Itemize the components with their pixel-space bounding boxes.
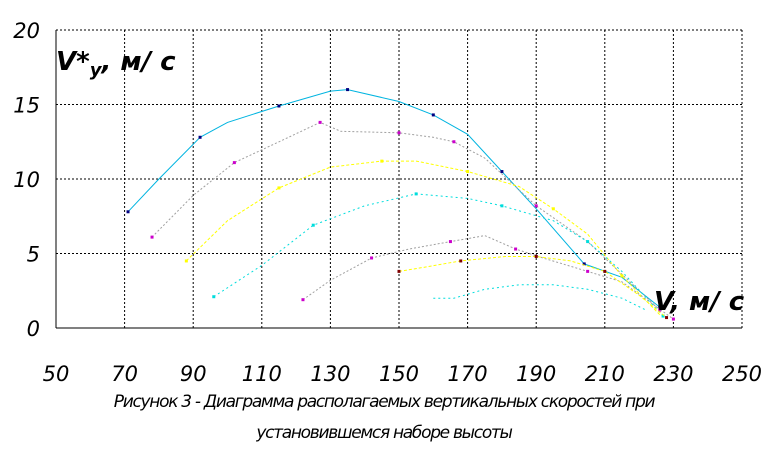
y-tick-label: 20 xyxy=(13,19,40,43)
data-point xyxy=(620,274,624,278)
data-point xyxy=(277,186,281,190)
x-tick-label: 170 xyxy=(448,362,488,386)
series-line xyxy=(151,121,661,311)
data-point xyxy=(184,259,188,263)
data-point xyxy=(500,170,504,174)
series-layer xyxy=(126,88,675,321)
series-6 xyxy=(397,254,669,320)
data-point xyxy=(126,210,130,214)
series-5 xyxy=(301,235,675,321)
data-point xyxy=(586,269,590,273)
data-point xyxy=(661,314,665,318)
data-point xyxy=(452,140,456,144)
y-axis-label-unit: , м/ с xyxy=(100,47,176,77)
data-point xyxy=(397,131,401,135)
x-tick-label: 190 xyxy=(516,362,556,386)
x-tick-label: 110 xyxy=(242,362,282,386)
data-point xyxy=(277,104,281,108)
x-tick-label: 50 xyxy=(43,362,70,386)
y-tick-label: 0 xyxy=(27,317,40,341)
data-point xyxy=(671,317,675,321)
series-1 xyxy=(126,88,662,309)
data-point xyxy=(658,305,662,309)
y-axis-label-main: V* xyxy=(56,47,90,77)
data-point xyxy=(459,259,463,263)
data-point xyxy=(658,308,662,312)
series-2 xyxy=(150,120,662,312)
data-point xyxy=(466,170,470,174)
series-7 xyxy=(433,284,647,311)
x-tick-label: 230 xyxy=(653,362,693,386)
caption-line-1: Рисунок 3 - Диаграмма располагаемых верт… xyxy=(113,392,656,412)
x-tick-label: 130 xyxy=(310,362,350,386)
series-3 xyxy=(184,159,661,315)
y-tick-label: 5 xyxy=(27,243,40,267)
data-point xyxy=(582,262,586,266)
data-point xyxy=(534,204,538,208)
x-tick-label: 70 xyxy=(111,362,138,386)
x-tick-label: 90 xyxy=(180,362,207,386)
data-point xyxy=(514,247,518,251)
data-point xyxy=(232,161,236,165)
series-line xyxy=(302,235,674,320)
series-line xyxy=(185,160,661,315)
data-point xyxy=(380,159,384,163)
x-tick-label: 150 xyxy=(379,362,419,386)
data-point xyxy=(212,295,216,299)
series-line xyxy=(433,284,647,311)
series-4 xyxy=(212,192,665,318)
series-line xyxy=(398,256,667,318)
data-point xyxy=(198,135,202,139)
y-axis-label-sub: y xyxy=(90,60,103,81)
data-point xyxy=(150,235,154,239)
data-point xyxy=(370,256,374,260)
x-tick-label: 210 xyxy=(585,362,625,386)
grid xyxy=(55,29,743,329)
x-axis-label: V, м/ с xyxy=(654,287,745,317)
data-point xyxy=(301,298,305,302)
data-point xyxy=(500,204,504,208)
tick-labels: 50 70 90 110 130 150 170 190 210 230 250 0 5 10 15 20 xyxy=(13,19,762,386)
data-point xyxy=(534,254,538,258)
y-axis-title: V*y, м/ с xyxy=(56,47,176,81)
series-line xyxy=(213,193,664,317)
y-tick-label: 15 xyxy=(13,94,40,118)
data-point xyxy=(414,192,418,196)
data-point xyxy=(431,113,435,117)
data-point xyxy=(586,240,590,244)
data-point xyxy=(346,88,350,92)
data-point xyxy=(448,240,452,244)
data-point xyxy=(551,207,555,211)
data-point xyxy=(397,269,401,273)
x-tick-label: 250 xyxy=(722,362,762,386)
data-point xyxy=(318,120,322,124)
data-point xyxy=(603,269,607,273)
data-point xyxy=(311,223,315,227)
caption-line-2: установившемся наборе высоты xyxy=(256,423,513,443)
y-tick-label: 10 xyxy=(13,168,40,192)
data-point xyxy=(665,316,669,320)
series-line xyxy=(127,89,661,308)
